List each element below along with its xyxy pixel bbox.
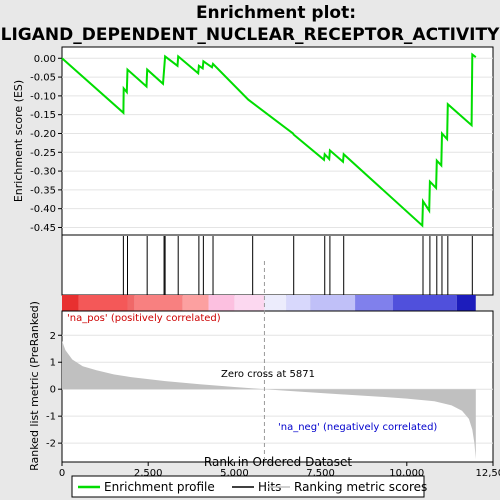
color-bar-segment [355,295,393,311]
metric-y-ticks: 2 1 0 -1 -2 [46,331,62,450]
color-bar-segment [79,295,128,311]
es-y-ticks: 0.00 -0.05 -0.10 -0.15 -0.20 -0.25 -0.30 -0.35 -… [30,54,62,234]
negative-correlated-label: 'na_neg' (negatively correlated) [278,422,437,433]
color-bar-segment [209,295,235,311]
plot-title-line2: LIGAND_DEPENDENT_NUCLEAR_RECEPTOR_ACTIVI… [1,25,500,45]
color-bar-segment [134,295,182,311]
rank-color-bar [62,295,476,311]
color-bar-segment [310,295,355,311]
es-y-tick-label: -0.15 [30,110,56,121]
es-y-tick-label: -0.10 [30,91,56,102]
metric-y-axis-label: Ranked list metric (PreRanked) [28,301,41,471]
color-bar-segment [457,295,476,311]
legend-label: Ranking metric scores [294,480,427,494]
color-bar-segment [286,295,310,311]
x-tick-label: 0 [59,468,65,479]
es-y-tick-label: 0.00 [34,54,56,65]
color-bar-segment [183,295,209,311]
color-bar-segment [128,295,135,311]
metric-y-tick-label: -1 [46,412,56,423]
es-y-tick-label: -0.25 [30,148,56,159]
es-y-tick-label: -0.40 [30,204,56,215]
es-y-tick-label: -0.05 [30,73,56,84]
plot-title-line1: Enrichment plot: [196,3,356,23]
hits-panel-frame [62,235,493,295]
metric-y-tick-label: 2 [50,331,56,342]
legend-label: Enrichment profile [104,480,215,494]
es-y-axis-label: Enrichment score (ES) [12,80,25,202]
x-axis-label: Rank in Ordered Dataset [204,455,352,469]
es-y-tick-label: -0.45 [30,223,56,234]
color-bar-segment [393,295,457,311]
metric-y-tick-label: 1 [50,358,56,369]
positive-correlated-label: 'na_pos' (positively correlated) [67,313,221,324]
metric-y-tick-label: 0 [50,385,56,396]
color-bar-segment [62,295,79,311]
es-y-tick-label: -0.30 [30,167,56,178]
color-bar-segment [264,295,286,311]
es-y-tick-label: -0.35 [30,185,56,196]
es-y-tick-label: -0.20 [30,129,56,140]
color-bar-segment [234,295,264,311]
x-tick-label: 12,500 [476,468,500,479]
metric-y-tick-label: -2 [46,439,56,450]
zero-cross-label: Zero cross at 5871 [221,369,315,380]
